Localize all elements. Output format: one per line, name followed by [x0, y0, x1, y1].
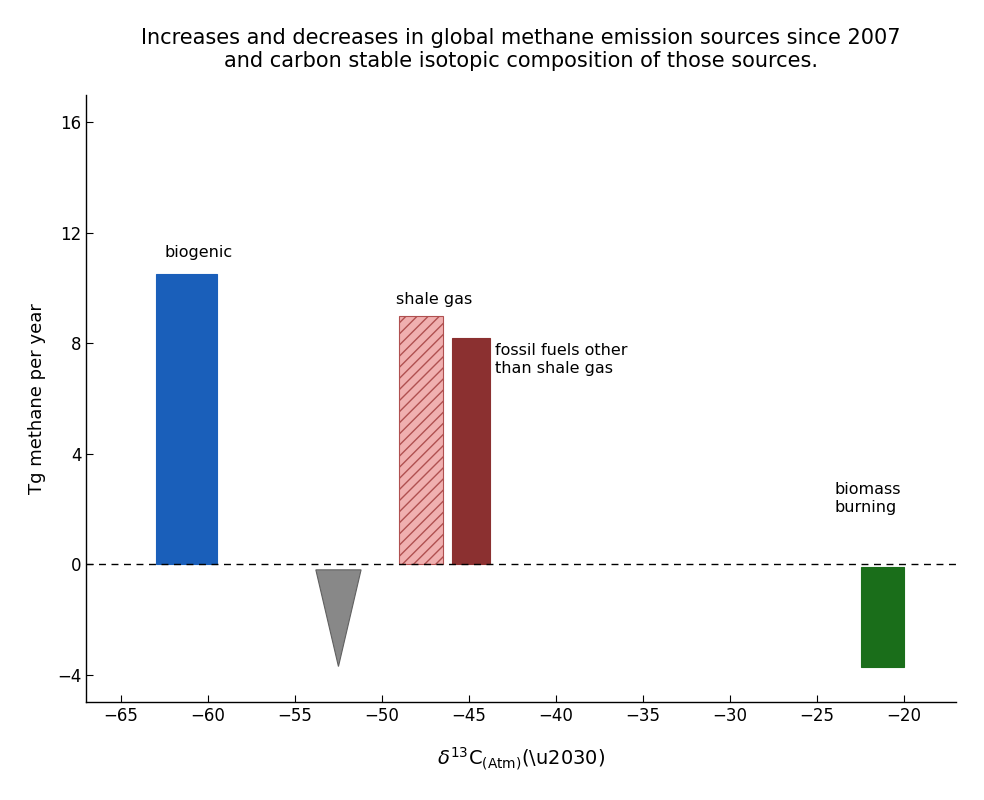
Text: fossil fuels other
than shale gas: fossil fuels other than shale gas: [495, 343, 628, 376]
Bar: [155, 274, 216, 564]
Polygon shape: [316, 570, 361, 666]
Text: shale gas: shale gas: [396, 293, 472, 307]
Text: biomass
burning: biomass burning: [834, 482, 901, 514]
X-axis label: $\delta^{13}$C$_{\mathrm{(Atm)}}$(\u2030): $\delta^{13}$C$_{\mathrm{(Atm)}}$(\u2030…: [437, 746, 605, 772]
Text: biogenic: biogenic: [164, 246, 232, 261]
Y-axis label: Tg methane per year: Tg methane per year: [28, 303, 46, 494]
Bar: [400, 316, 443, 564]
Title: Increases and decreases in global methane emission sources since 2007
and carbon: Increases and decreases in global methan…: [142, 28, 901, 71]
Bar: [452, 338, 490, 564]
Bar: [861, 567, 904, 666]
